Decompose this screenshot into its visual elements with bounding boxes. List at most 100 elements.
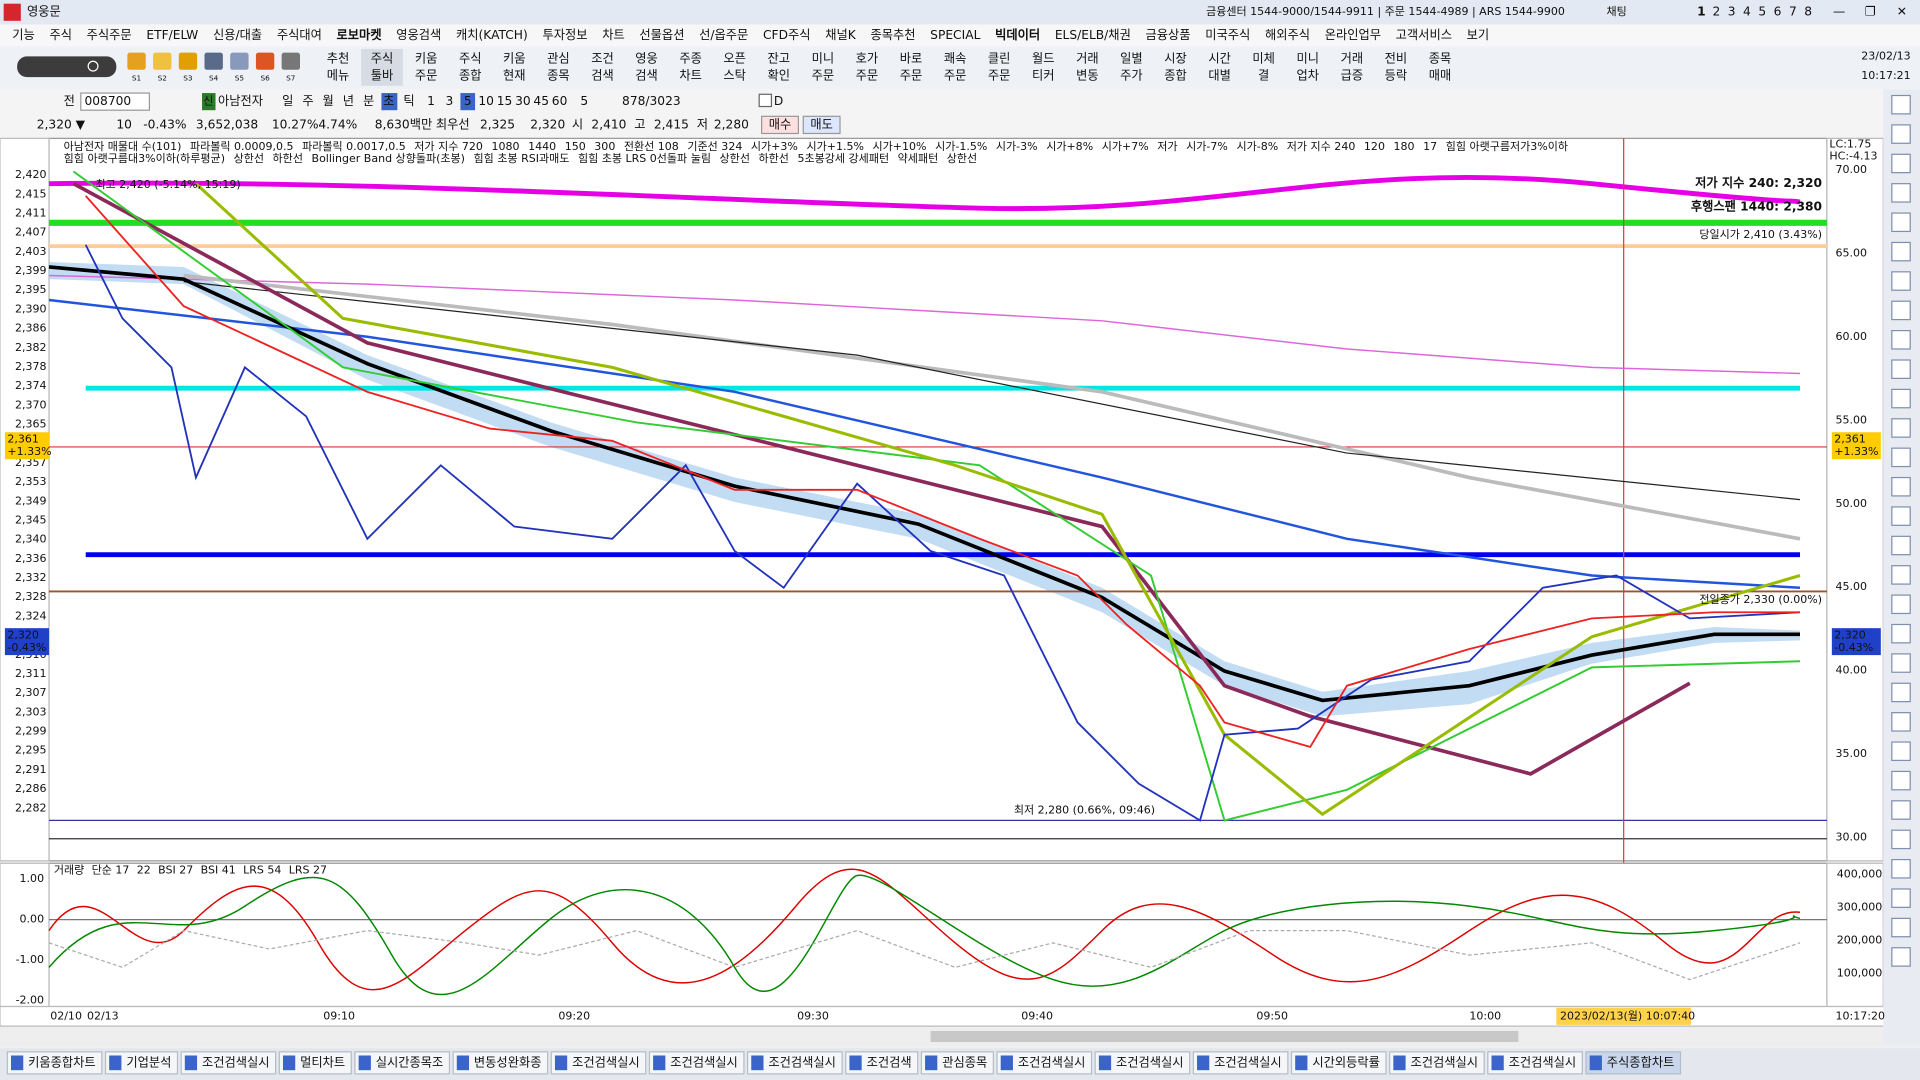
tab-label[interactable]: 조건검색실시 — [1018, 1055, 1086, 1069]
menu-item[interactable]: 종목추천 — [870, 27, 915, 42]
side-tool[interactable] — [1891, 623, 1911, 644]
tab[interactable] — [104, 1051, 179, 1075]
screen-number[interactable]: 5 — [1758, 5, 1766, 19]
tab[interactable] — [920, 1051, 994, 1075]
tab[interactable] — [6, 1051, 103, 1075]
screen-number[interactable]: 6 — [1774, 5, 1782, 19]
side-tool[interactable] — [1891, 183, 1911, 203]
count-input[interactable]: 5 — [580, 94, 588, 108]
menu-item[interactable]: 온라인업무 — [1325, 28, 1381, 42]
minute-active[interactable] — [460, 93, 476, 111]
menu-item[interactable]: 빅데이터 — [995, 27, 1040, 42]
menu-item[interactable]: 선/옵주문 — [699, 28, 748, 42]
toolbar-button[interactable]: 티커 — [1032, 68, 1055, 82]
toolbar-button[interactable]: 주식 — [459, 51, 482, 65]
minute-button[interactable]: 5 — [464, 94, 472, 108]
toolbar-button[interactable]: 조건 — [591, 51, 614, 65]
tab-label[interactable]: 관심종목 — [942, 1055, 987, 1069]
toolbar-button[interactable]: 툴바 — [371, 68, 394, 82]
side-tool[interactable] — [1891, 535, 1911, 556]
side-tool[interactable] — [1891, 300, 1911, 321]
menu-item[interactable]: 채널K — [825, 28, 857, 42]
menu-item[interactable]: 해외주식 — [1265, 28, 1310, 42]
toolbar-button[interactable]: 주문 — [856, 68, 879, 82]
menu-item[interactable]: ETF/ELW — [146, 28, 198, 42]
toolbar-button[interactable]: 시간 — [1208, 51, 1231, 65]
menu-item[interactable]: 투자정보 — [542, 28, 587, 42]
tab-label[interactable]: 조건검색실시 — [670, 1055, 738, 1069]
side-tool[interactable] — [1891, 800, 1911, 820]
tab[interactable] — [1192, 1051, 1289, 1075]
toolbar-button[interactable]: 차트 — [679, 68, 702, 82]
stock-code[interactable]: 008700 — [84, 94, 131, 108]
side-tool[interactable] — [1891, 594, 1911, 615]
toolbar-button[interactable]: 관심 — [547, 51, 570, 65]
side-tool[interactable] — [1891, 212, 1911, 233]
side-tool[interactable] — [1891, 330, 1911, 350]
side-tool[interactable] — [1891, 153, 1911, 174]
tool-icon[interactable] — [255, 52, 275, 70]
menu-item[interactable]: SPECIAL — [930, 28, 980, 42]
tab-label[interactable]: 기업분석 — [126, 1055, 171, 1069]
side-tool[interactable] — [1891, 947, 1911, 967]
period-button[interactable]: 일 — [282, 94, 293, 108]
toolbar-button[interactable]: 키움 — [415, 51, 438, 65]
minute-button[interactable]: 30 — [515, 94, 531, 108]
tab[interactable] — [648, 1051, 745, 1075]
side-tool[interactable] — [1891, 858, 1911, 879]
screen-number[interactable]: 1 — [1697, 5, 1706, 19]
toolbar-button[interactable]: 시장 — [1164, 51, 1187, 65]
tab[interactable] — [1389, 1051, 1485, 1075]
period-active[interactable] — [381, 93, 398, 111]
tool-icon[interactable] — [204, 52, 223, 70]
toolbar-button[interactable]: 주문 — [812, 68, 835, 82]
menu-item[interactable]: 영웅검색 — [396, 28, 441, 42]
toolbar-button[interactable]: 주문 — [944, 68, 967, 82]
toolbar-button[interactable]: 확인 — [768, 68, 791, 82]
menu-item[interactable]: 금융상품 — [1146, 28, 1191, 42]
side-tool[interactable] — [1891, 271, 1911, 291]
toolbar-button[interactable]: 바로 — [900, 51, 923, 65]
toolbar-button[interactable]: 종목 — [547, 68, 570, 82]
tab[interactable] — [1585, 1051, 1682, 1075]
tool-icon[interactable] — [127, 52, 146, 70]
screen-number[interactable]: 7 — [1789, 5, 1797, 19]
menu-item[interactable]: CFD주식 — [763, 28, 811, 42]
tab-label[interactable]: 조건검색실시 — [768, 1055, 836, 1069]
minute-button[interactable]: 3 — [445, 94, 453, 108]
side-tool[interactable] — [1891, 447, 1911, 468]
order-button-label[interactable]: 매도 — [810, 117, 833, 131]
toolbar-button[interactable]: 주문 — [900, 68, 923, 82]
toolbar-button[interactable]: 클린 — [988, 51, 1011, 65]
tab-label[interactable]: 키움종합차트 — [28, 1055, 96, 1069]
toolbar-button[interactable]: 주가 — [1120, 68, 1143, 82]
window-control[interactable]: — — [1833, 5, 1845, 19]
checkbox[interactable] — [758, 93, 773, 108]
side-tool[interactable] — [1891, 241, 1911, 262]
toolbar-button[interactable]: 매매 — [1429, 68, 1452, 82]
tab-label[interactable]: 조건검색실시 — [572, 1055, 640, 1069]
toolbar-button[interactable]: 현재 — [503, 68, 526, 82]
tab-label[interactable]: 주식종합차트 — [1607, 1055, 1675, 1069]
tab-label[interactable]: 조건검색실시 — [1410, 1055, 1478, 1069]
tab-label[interactable]: 멀티차트 — [300, 1055, 345, 1069]
side-tool[interactable] — [1891, 741, 1911, 762]
toolbar-button[interactable]: 주식 — [371, 51, 394, 65]
order-button[interactable] — [802, 115, 841, 135]
toolbar-button[interactable]: 잔고 — [768, 51, 791, 65]
toolbar-button[interactable]: 주문 — [988, 68, 1011, 82]
menu-item[interactable]: ELS/ELB/채권 — [1055, 28, 1131, 42]
toolbar-button[interactable]: 미니 — [812, 51, 835, 65]
tab[interactable] — [452, 1051, 549, 1075]
toolbar-button[interactable]: 미체 — [1252, 51, 1275, 65]
side-tool[interactable] — [1891, 829, 1911, 850]
menu-item[interactable]: 차트 — [602, 28, 625, 42]
toolbar-button[interactable]: 키움 — [503, 51, 526, 65]
screen-number[interactable]: 2 — [1712, 5, 1720, 19]
menu-item[interactable]: 주식대여 — [277, 28, 322, 42]
search-box[interactable] — [17, 56, 117, 78]
toolbar-button[interactable]: 영웅 — [635, 51, 658, 65]
period-button[interactable]: 년 — [343, 94, 354, 108]
toolbar-button[interactable]: 대별 — [1208, 68, 1231, 82]
tab[interactable] — [550, 1051, 647, 1075]
